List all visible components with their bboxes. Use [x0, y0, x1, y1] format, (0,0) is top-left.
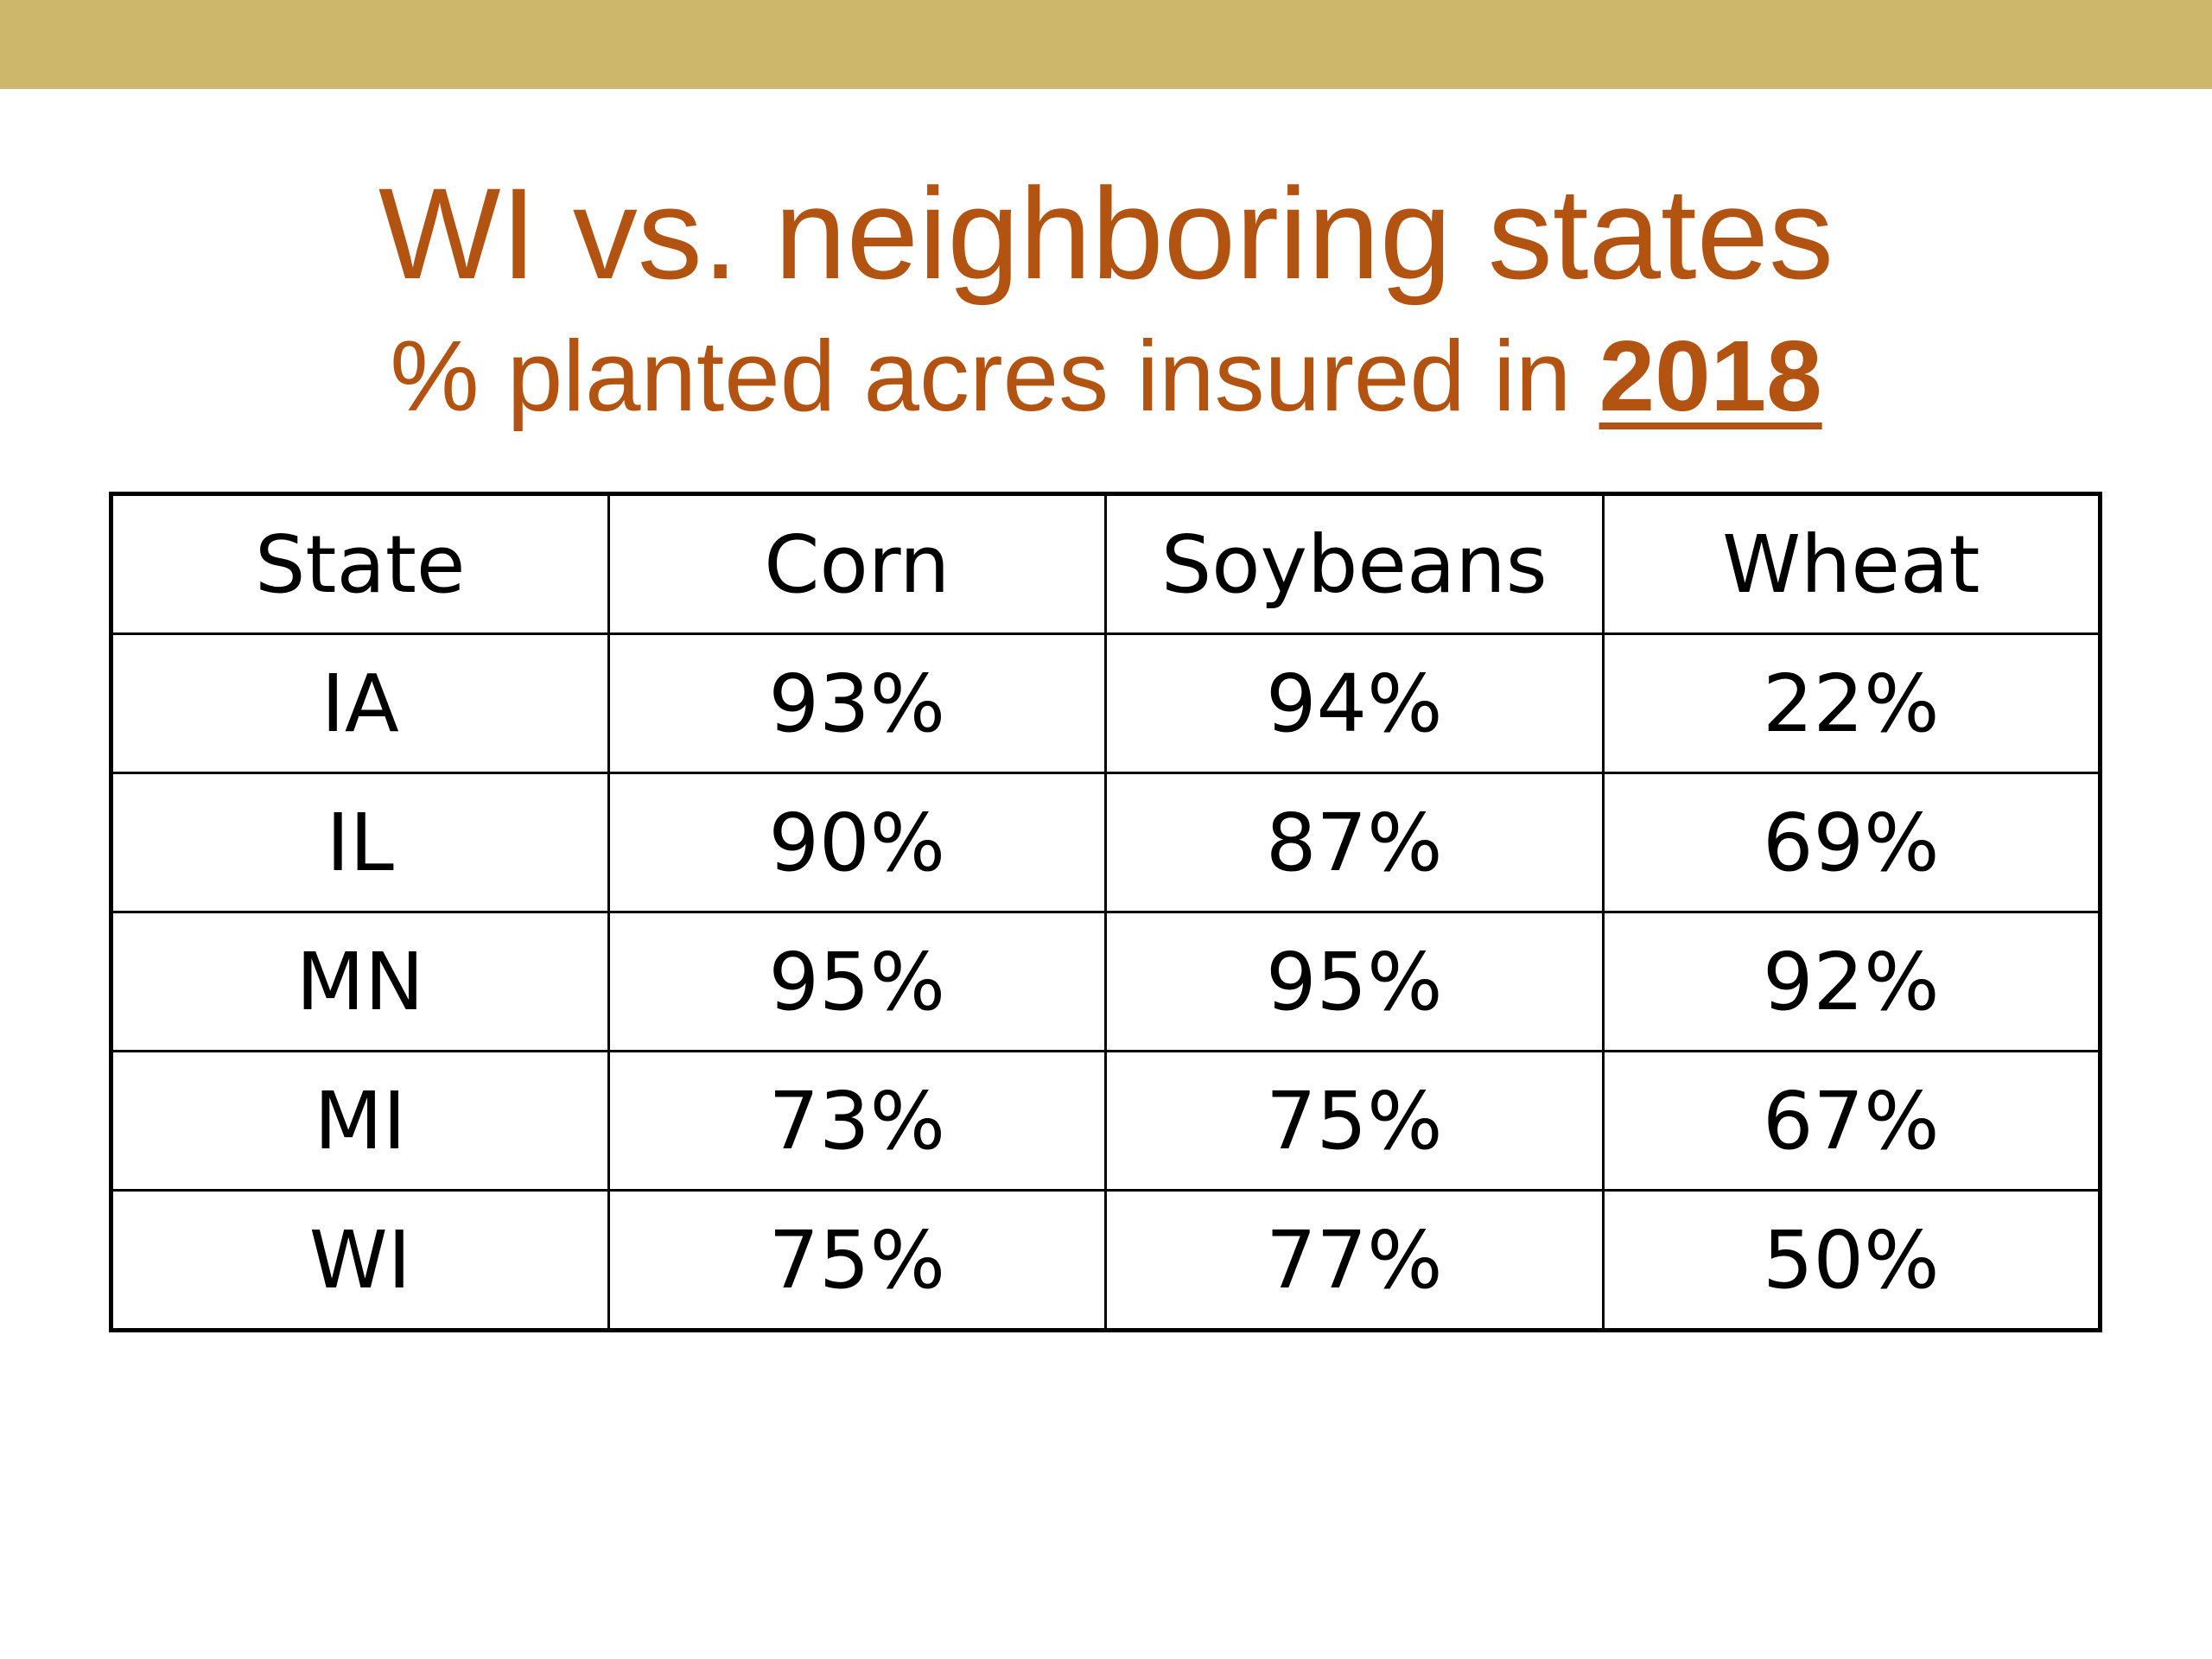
- header-state: State: [110, 493, 610, 635]
- cell-state: MN: [110, 911, 610, 1052]
- cell-wheat: 22%: [1601, 632, 2101, 774]
- header-soybeans: Soybeans: [1104, 493, 1605, 635]
- cell-wheat: 50%: [1601, 1189, 2101, 1332]
- table-header-row: State Corn Soybeans Wheat: [110, 493, 2101, 635]
- cell-soybeans: 77%: [1104, 1189, 1605, 1332]
- cell-state: WI: [110, 1189, 610, 1332]
- subtitle-text: % planted acres insured in: [390, 320, 1599, 432]
- top-accent-band: [0, 0, 2212, 89]
- cell-state: IL: [110, 772, 610, 913]
- cell-state: IA: [110, 632, 610, 774]
- table-row: MI 73% 75% 67%: [110, 1050, 2101, 1192]
- cell-soybeans: 75%: [1104, 1050, 1605, 1192]
- header-corn: Corn: [607, 493, 1107, 635]
- cell-soybeans: 87%: [1104, 772, 1605, 913]
- cell-corn: 75%: [607, 1189, 1107, 1332]
- cell-wheat: 67%: [1601, 1050, 2101, 1192]
- insurance-table: State Corn Soybeans Wheat IA 93% 94% 22%…: [109, 492, 2102, 1332]
- table-row: WI 75% 77% 50%: [110, 1189, 2101, 1332]
- table-row: IL 90% 87% 69%: [110, 772, 2101, 913]
- subtitle-year: 2018: [1599, 320, 1822, 432]
- table-row: MN 95% 95% 92%: [110, 911, 2101, 1052]
- table-row: IA 93% 94% 22%: [110, 632, 2101, 774]
- slide-subtitle: % planted acres insured in 2018: [0, 320, 2212, 432]
- cell-state: MI: [110, 1050, 610, 1192]
- cell-wheat: 92%: [1601, 911, 2101, 1052]
- cell-corn: 90%: [607, 772, 1107, 913]
- cell-corn: 95%: [607, 911, 1107, 1052]
- header-wheat: Wheat: [1601, 493, 2101, 635]
- cell-corn: 93%: [607, 632, 1107, 774]
- cell-soybeans: 95%: [1104, 911, 1605, 1052]
- slide-title: WI vs. neighboring states: [378, 161, 1834, 306]
- cell-wheat: 69%: [1601, 772, 2101, 913]
- cell-soybeans: 94%: [1104, 632, 1605, 774]
- cell-corn: 73%: [607, 1050, 1107, 1192]
